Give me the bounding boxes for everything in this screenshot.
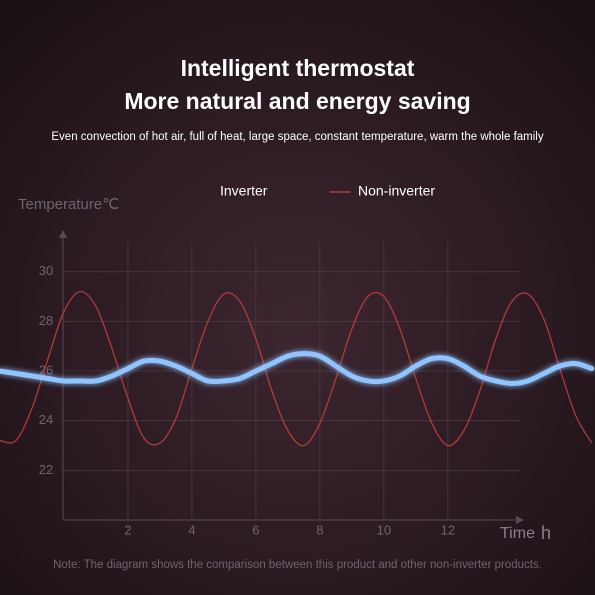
description: Even convection of hot air, full of heat…: [51, 131, 543, 143]
x-tick-label: 10: [377, 522, 391, 537]
y-tick-label: 30: [39, 263, 53, 278]
y-axis-label: Temperature℃: [18, 196, 119, 213]
x-tick-label: 8: [316, 522, 323, 537]
subtitle: More natural and energy saving: [124, 88, 470, 114]
x-tick-label: 2: [124, 522, 131, 537]
title: Intelligent thermostat: [181, 55, 415, 81]
y-tick-label: 24: [39, 412, 53, 427]
y-tick-label: 26: [39, 362, 53, 377]
x-axis-label: Time: [500, 525, 535, 542]
legend-label: Non-inverter: [358, 183, 435, 199]
x-tick-label: 6: [252, 522, 259, 537]
x-tick-label: 4: [188, 522, 195, 537]
x-axis-unit: h: [541, 523, 551, 543]
y-tick-label: 28: [39, 313, 53, 328]
series-line: [0, 290, 593, 447]
y-tick-label: 22: [39, 462, 53, 477]
note: Note: The diagram shows the comparison b…: [53, 559, 542, 571]
y-axis-arrow: [59, 230, 67, 238]
x-tick-label: 12: [441, 522, 455, 537]
x-axis-arrow: [516, 516, 524, 524]
series-line: [0, 351, 595, 386]
legend-label: Inverter: [220, 183, 268, 199]
